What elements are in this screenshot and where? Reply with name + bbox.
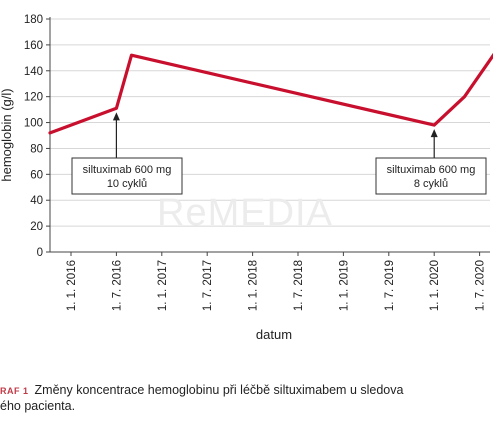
y-tick-label: 100	[24, 118, 43, 130]
x-tick-label: 1. 7. 2018	[293, 260, 305, 311]
x-tick-label: 1. 1. 2020	[429, 260, 441, 311]
series	[48, 52, 493, 135]
y-tick-label: 160	[24, 40, 43, 52]
x-tick-label: 1. 7. 2016	[111, 260, 123, 311]
y-tick-label: 40	[30, 195, 43, 207]
annotation-text-line1: siltuximab 600 mg	[387, 164, 476, 176]
caption-text-line2: ého pacienta.	[0, 399, 76, 413]
caption-text: Změny koncentrace hemoglobinu při léčbě …	[34, 383, 404, 397]
x-tick-label: 1. 1. 2016	[66, 260, 78, 311]
annotation-box	[375, 157, 487, 195]
y-tick-label: 20	[30, 221, 43, 233]
watermark: ReMEDIA	[157, 192, 333, 234]
x-tick-label: 1. 1. 2017	[157, 260, 169, 311]
x-tick-label: 1. 7. 2020	[475, 260, 487, 311]
annotation-text-line1: siltuximab 600 mg	[83, 164, 172, 176]
y-tick-label: 0	[37, 247, 43, 259]
y-tick-label: 180	[24, 14, 43, 26]
x-tick-label: 1. 7. 2019	[384, 260, 396, 311]
annotation-text-line2: 8 cyklů	[414, 178, 448, 190]
y-axis-label: hemoglobin (g/l)	[0, 88, 14, 181]
x-tick-label: 1. 7. 2017	[202, 260, 214, 311]
caption-label: RAF 1	[0, 386, 29, 396]
axes	[46, 17, 490, 256]
annotation-arrow-head	[112, 112, 120, 121]
x-tick-labels: 1. 1. 2016 1. 7. 2016 1. 1. 2017 1. 7. 2017…	[66, 260, 487, 311]
x-tick-label: 1. 1. 2018	[248, 260, 260, 311]
x-tick-label: 1. 1. 2019	[338, 260, 350, 311]
y-tick-labels: 0 20 40 60 80 100 120 140 160 180	[24, 14, 43, 259]
y-tick-label: 80	[30, 143, 43, 155]
x-axis-label: datum	[256, 327, 292, 342]
annotation-text-line2: 10 cyklů	[107, 178, 147, 190]
annotation-box	[71, 157, 183, 195]
annotations: siltuximab 600 mg 10 cyklů siltuximab 600 …	[71, 112, 487, 195]
series-line	[48, 52, 493, 135]
y-tick-label: 60	[30, 169, 43, 181]
y-tick-label: 120	[24, 92, 43, 104]
y-tick-label: 140	[24, 66, 43, 78]
figure-caption: RAF 1 Změny koncentrace hemoglobinu při l…	[0, 381, 493, 400]
annotation-arrow-head	[430, 129, 438, 138]
